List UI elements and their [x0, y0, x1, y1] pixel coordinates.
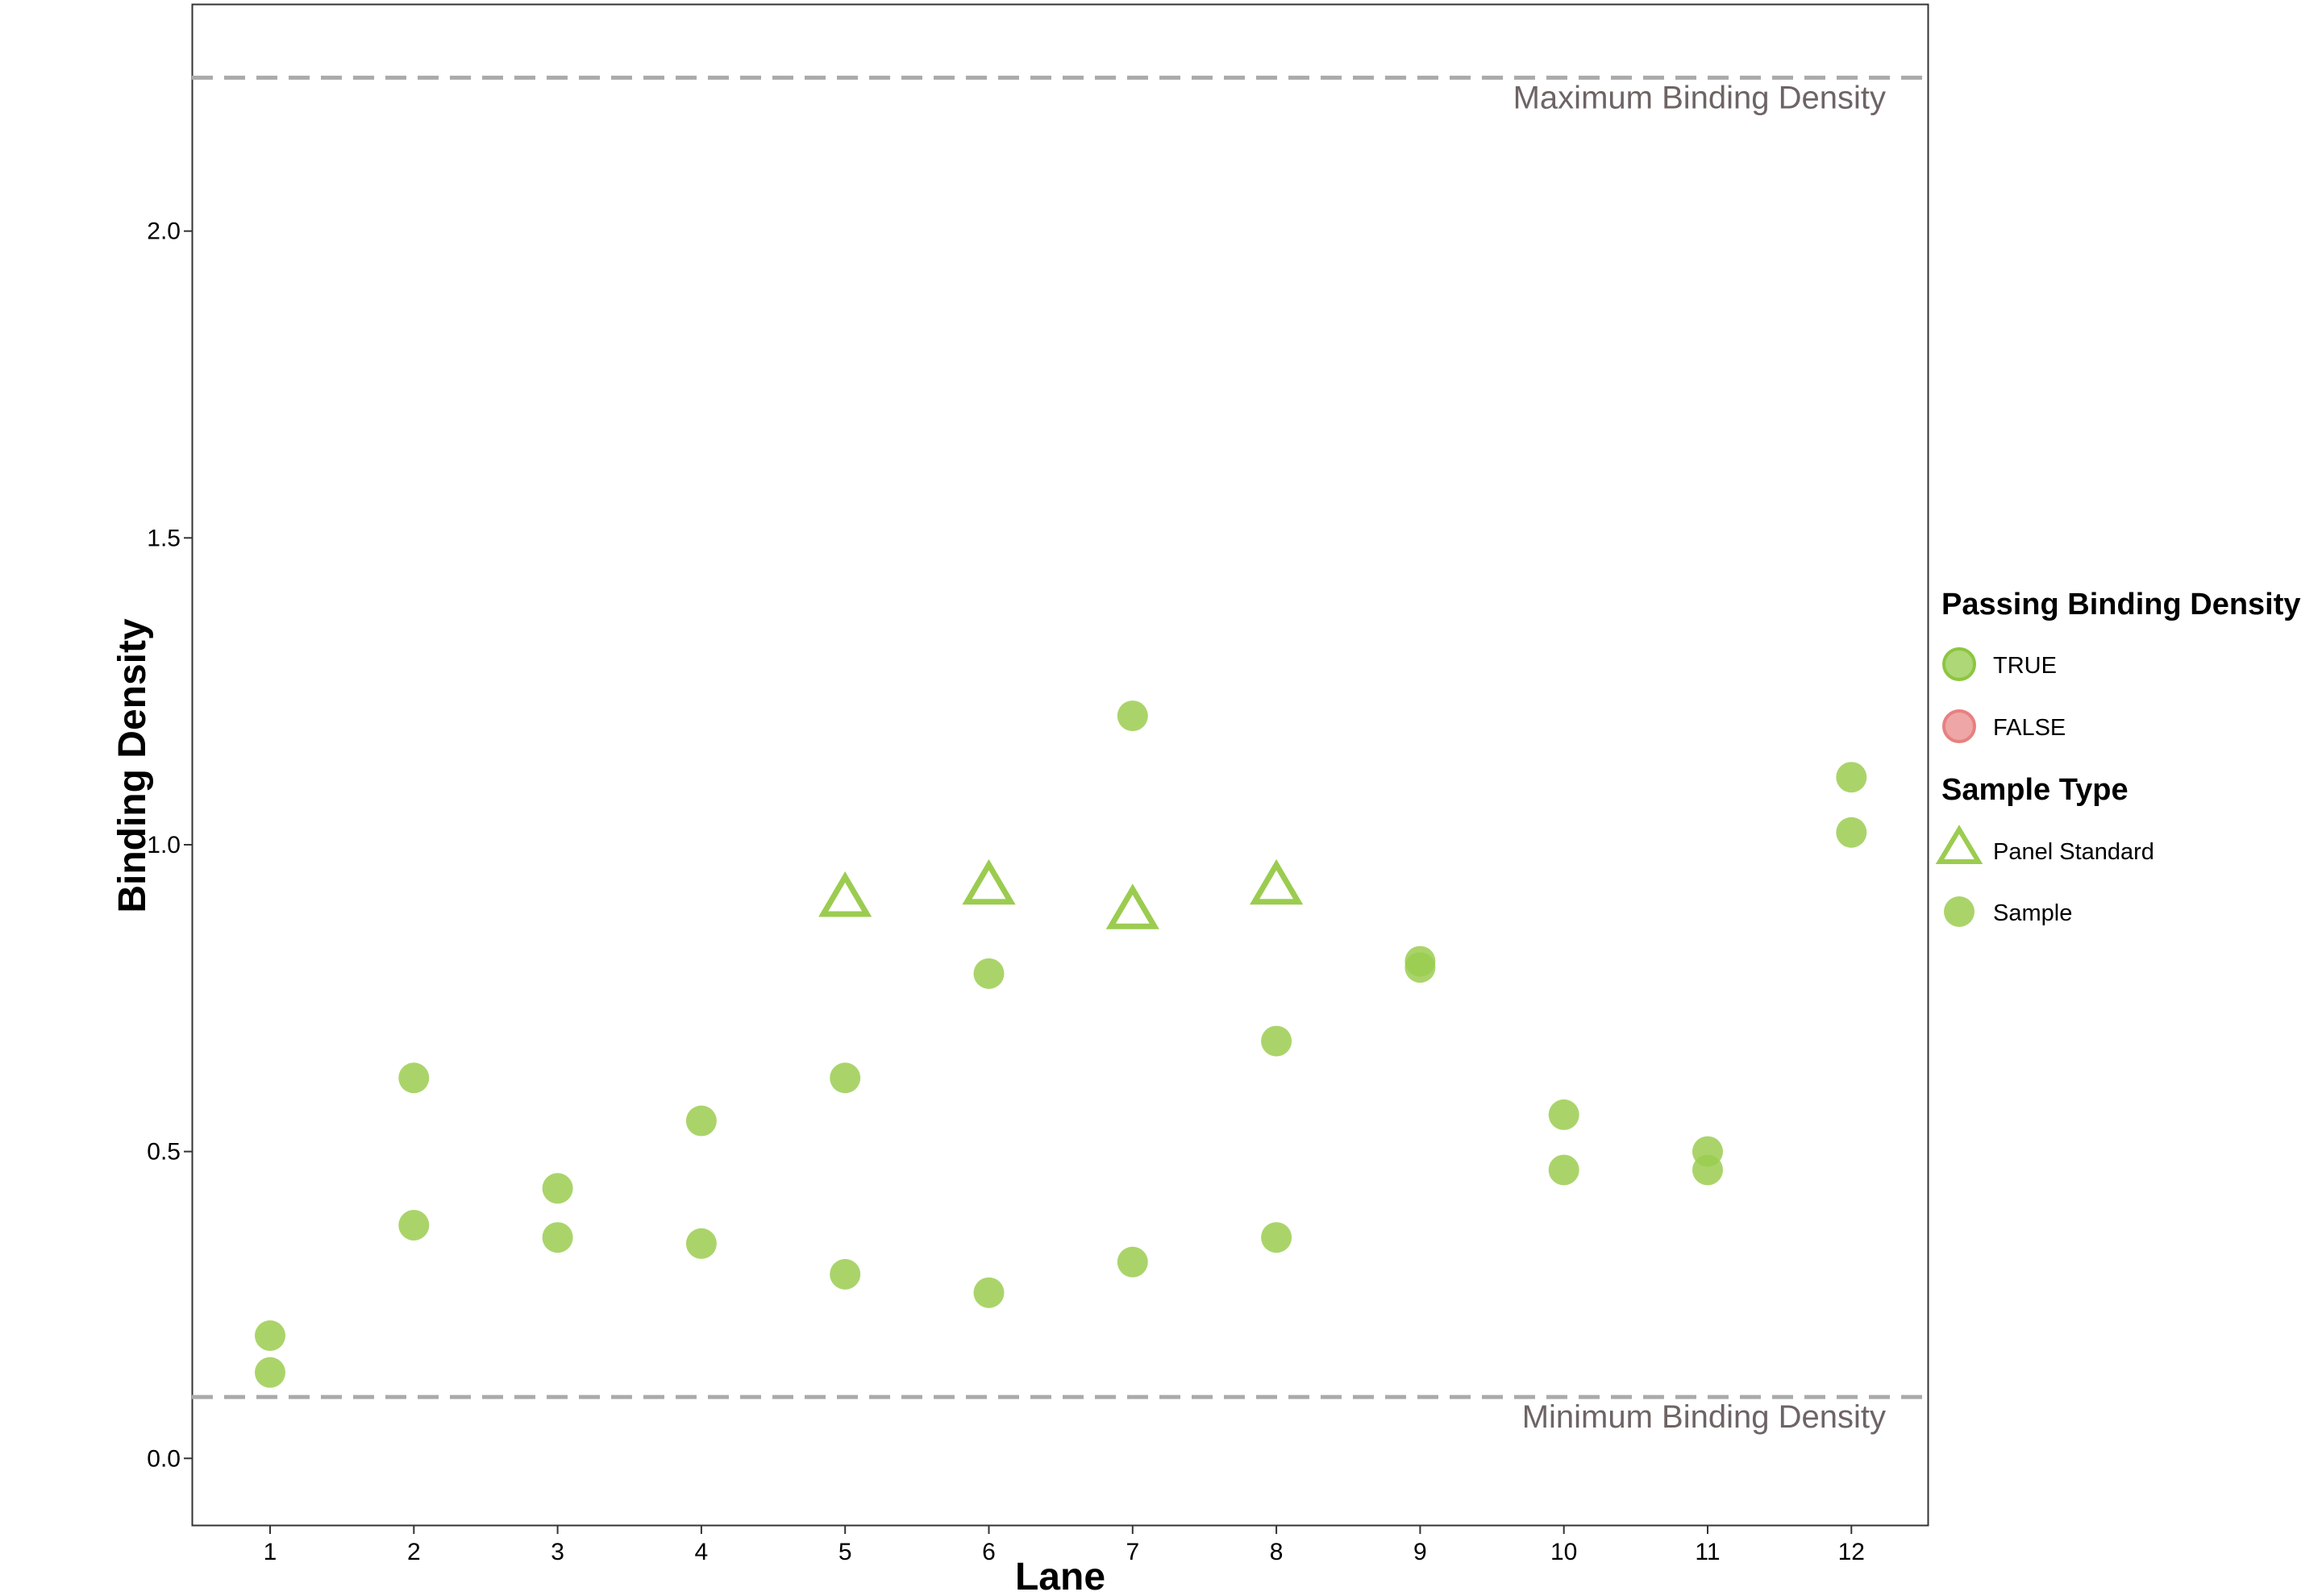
y-axis-title: Binding Density [111, 618, 154, 913]
sample-point [255, 1320, 285, 1351]
y-tick-label: 1.0 [147, 832, 181, 858]
x-tick-label: 2 [407, 1539, 421, 1565]
reference-line-label: Minimum Binding Density [1522, 1399, 1886, 1435]
legend-false-label: FALSE [1993, 715, 2066, 741]
legend-true-swatch [1942, 647, 1976, 681]
reference-lines: Maximum Binding Density Minimum Binding D… [192, 75, 1928, 1435]
legend-false-swatch [1942, 709, 1976, 743]
sample-point [1548, 1154, 1579, 1186]
sample-point [1261, 1222, 1292, 1253]
x-tick-label: 1 [264, 1539, 277, 1565]
x-tick-label: 5 [838, 1539, 852, 1565]
sample-point [1261, 1025, 1292, 1057]
sample-point [542, 1173, 573, 1204]
sample-point [830, 1258, 861, 1290]
x-tick-label: 10 [1550, 1539, 1577, 1565]
sample-point [830, 1062, 861, 1094]
y-tick-label: 0.5 [147, 1139, 181, 1166]
legend-sample-swatch [1944, 896, 1975, 927]
legend-title-sample-type: Sample Type [1941, 773, 2128, 807]
legend: Passing Binding Density TRUE FALSE Sampl… [1935, 588, 2301, 927]
x-tick-label: 11 [1695, 1539, 1720, 1565]
legend-panel-standard-swatch [1935, 825, 1983, 864]
x-axis-title: Lane [1015, 1556, 1105, 1596]
x-tick-label: 9 [1413, 1539, 1427, 1565]
legend-panel-standard-label: Panel Standard [1993, 839, 2154, 865]
sample-point [1836, 762, 1867, 793]
sample-point [1117, 700, 1148, 732]
legend-true-label: TRUE [1993, 653, 2057, 679]
sample-point [1404, 952, 1436, 983]
panel-standard-point [962, 858, 1016, 905]
sample-point [255, 1357, 285, 1388]
sample-point [1836, 817, 1867, 848]
sample-point [1692, 1154, 1723, 1186]
y-axis: 0.0 0.5 1.0 1.5 2.0 [147, 218, 192, 1472]
sample-point [1548, 1099, 1579, 1130]
x-tick-label: 8 [1270, 1539, 1284, 1565]
legend-title-passing: Passing Binding Density [1941, 588, 2301, 621]
legend-sample-label: Sample [1993, 900, 2072, 926]
y-tick-label: 1.5 [147, 525, 181, 551]
panel-standard-point [818, 871, 872, 917]
y-tick-label: 0.0 [147, 1445, 181, 1472]
sample-point [398, 1062, 430, 1094]
x-axis: 1 2 3 4 5 6 7 8 9 10 11 12 [264, 1526, 1865, 1565]
x-tick-label: 6 [982, 1539, 996, 1565]
sample-point [398, 1209, 430, 1241]
plot-panel [191, 3, 1929, 1527]
x-tick-label: 4 [695, 1539, 709, 1565]
sample-point [973, 958, 1005, 989]
x-tick-label: 3 [551, 1539, 564, 1565]
sample-point [685, 1105, 717, 1137]
panel-standard-point [1105, 883, 1159, 929]
sample-point [685, 1228, 717, 1259]
x-tick-label: 12 [1838, 1539, 1865, 1565]
reference-line-label: Maximum Binding Density [1513, 80, 1886, 115]
panel-standard-point [1249, 858, 1304, 905]
sample-point [542, 1222, 573, 1253]
sample-point [973, 1277, 1005, 1308]
x-tick-label: 7 [1126, 1539, 1139, 1565]
data-points [255, 700, 1867, 1388]
y-tick-label: 2.0 [147, 218, 181, 245]
sample-point [1117, 1246, 1148, 1278]
